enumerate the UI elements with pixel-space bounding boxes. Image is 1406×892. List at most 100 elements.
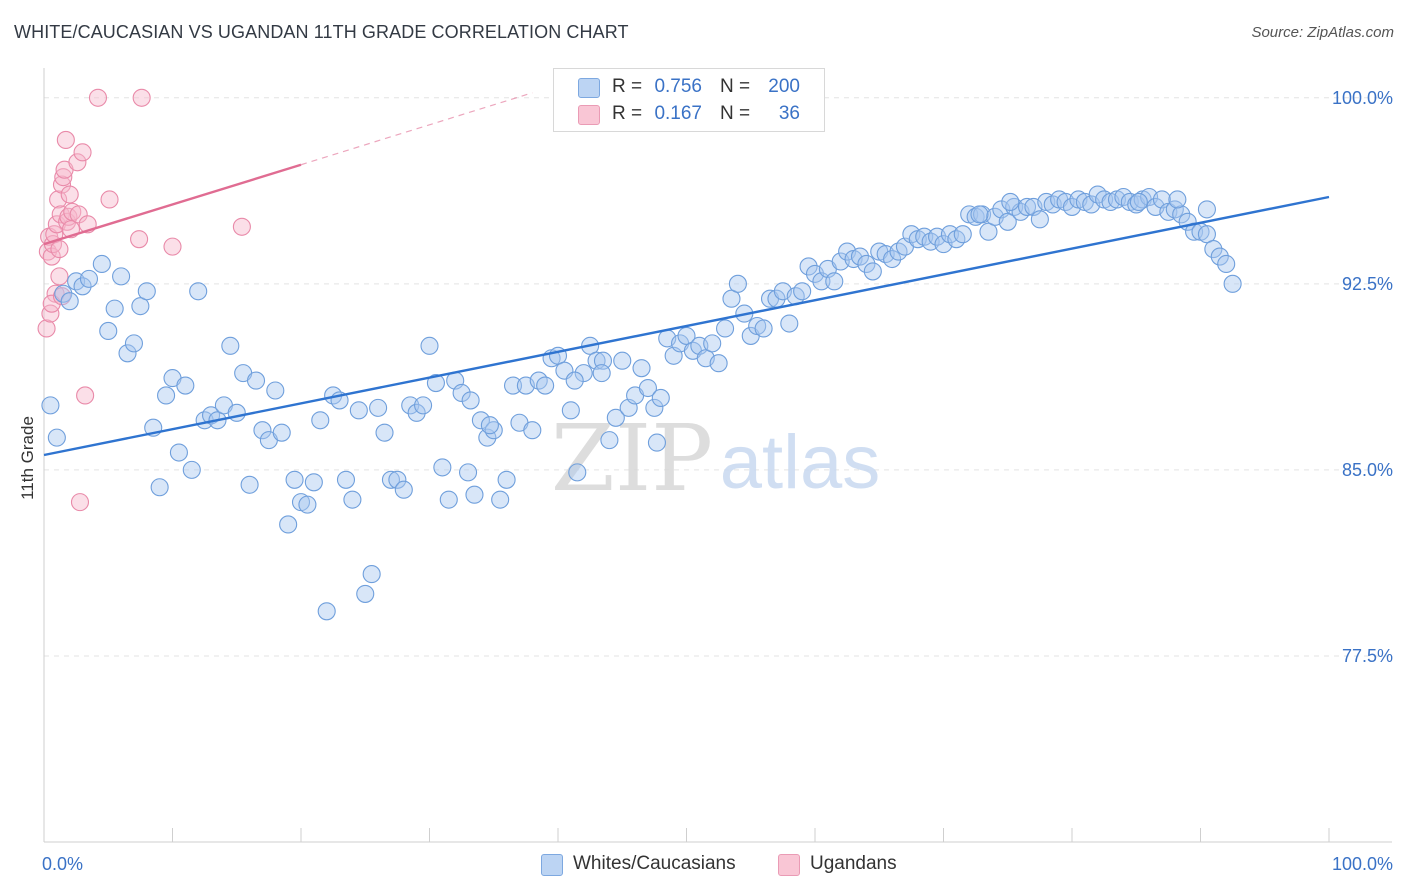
- data-point-whites: [536, 376, 555, 395]
- trend-lines: [43, 92, 1330, 457]
- data-point-whites: [240, 475, 259, 494]
- data-point-whites: [227, 403, 246, 422]
- data-point-whites: [131, 297, 150, 316]
- data-point-ugandans: [132, 88, 151, 107]
- data-point-whites: [793, 282, 812, 301]
- legend-r-value: 0.756: [654, 76, 702, 97]
- data-point-whites: [60, 292, 79, 311]
- data-point-whites: [471, 411, 490, 430]
- series-legend: Whites/Caucasians Ugandans: [0, 852, 1406, 878]
- legend-swatch-blue: [578, 78, 600, 98]
- y-tick-label: 100.0%: [1332, 88, 1393, 108]
- data-point-ugandans: [76, 386, 95, 405]
- data-point-whites: [433, 458, 452, 477]
- data-point-ugandans: [69, 205, 88, 224]
- data-point-whites: [221, 336, 240, 355]
- data-point-whites: [375, 423, 394, 442]
- data-point-whites: [388, 470, 407, 489]
- data-point-whites: [124, 334, 143, 353]
- data-point-ugandans: [37, 319, 56, 338]
- data-point-whites: [780, 314, 799, 333]
- legend-n-label: N =: [720, 103, 751, 124]
- axes: [43, 68, 1392, 843]
- legend-n-value: 36: [778, 103, 800, 124]
- data-point-whites: [407, 403, 426, 422]
- data-point-whites: [574, 364, 593, 383]
- data-point-whites: [1129, 192, 1148, 212]
- data-point-whites: [722, 289, 741, 308]
- data-point-whites: [503, 376, 523, 395]
- data-point-whites: [565, 371, 584, 390]
- data-point-whites: [754, 319, 773, 338]
- source-credit: Source: ZipAtlas.com: [1251, 24, 1394, 41]
- legend-swatch-pink: [578, 105, 600, 125]
- trend-line-whites: [43, 195, 1330, 457]
- data-point-ugandans: [41, 304, 60, 323]
- data-point-whites: [47, 428, 66, 447]
- data-point-whites: [73, 277, 92, 296]
- y-axis-title: 11th Grade: [18, 416, 37, 500]
- data-point-whites: [246, 371, 266, 390]
- data-point-whites: [439, 490, 458, 509]
- data-point-whites: [799, 257, 818, 276]
- data-point-ugandans: [163, 237, 182, 256]
- data-point-whites: [343, 490, 362, 509]
- data-point-ugandans: [73, 143, 92, 162]
- data-point-whites: [401, 396, 420, 415]
- data-point-ugandans: [232, 217, 251, 236]
- data-point-whites: [561, 401, 580, 420]
- data-point-whites: [150, 478, 169, 497]
- legend-row-whites: R = 0.756 N = 200: [554, 74, 824, 100]
- watermark-zip: ZIP: [551, 405, 713, 512]
- data-point-whites: [1197, 200, 1216, 219]
- data-point-whites: [369, 398, 388, 417]
- data-point-whites: [182, 460, 201, 479]
- data-point-whites: [54, 284, 73, 303]
- legend-swatch-pink: [778, 854, 800, 876]
- data-point-ugandans: [50, 267, 69, 286]
- data-point-whites: [465, 485, 484, 504]
- data-point-whites: [632, 359, 651, 378]
- data-point-whites: [1217, 254, 1236, 274]
- data-point-whites: [298, 495, 317, 514]
- data-point-ugandans: [70, 493, 90, 512]
- data-point-whites: [79, 269, 99, 288]
- data-point-whites: [1172, 205, 1191, 224]
- data-point-whites: [362, 565, 381, 584]
- data-point-whites: [461, 391, 480, 410]
- data-point-whites: [336, 470, 356, 489]
- data-point-whites: [253, 421, 272, 440]
- correlation-legend: R = 0.756 N = 200 R = 0.167 N = 36: [553, 68, 825, 132]
- data-point-whites: [647, 433, 666, 452]
- data-point-ugandans: [42, 294, 61, 313]
- data-point-whites: [645, 398, 664, 417]
- data-point-ugandans: [100, 190, 119, 209]
- data-point-whites: [381, 470, 401, 489]
- data-point-whites: [394, 480, 413, 499]
- data-point-whites: [189, 282, 208, 301]
- data-point-whites: [285, 470, 304, 489]
- data-point-whites: [863, 262, 882, 281]
- data-point-whites: [568, 463, 587, 482]
- data-point-whites: [850, 247, 870, 266]
- data-point-whites: [157, 386, 176, 405]
- legend-r-label: R =: [612, 76, 643, 97]
- data-point-whites: [311, 411, 330, 430]
- data-point-whites: [677, 326, 696, 345]
- chart-title: WHITE/CAUCASIAN VS UGANDAN 11TH GRADE CO…: [14, 22, 629, 42]
- data-point-whites: [480, 416, 499, 435]
- trend-extension-ugandans: [300, 92, 533, 166]
- data-point-whites: [606, 408, 625, 427]
- legend-n-label: N =: [720, 76, 751, 97]
- data-point-whites: [99, 321, 118, 341]
- data-point-whites: [452, 383, 471, 403]
- data-point-whites: [118, 344, 137, 363]
- watermark-atlas: atlas: [720, 420, 881, 505]
- data-point-whites: [279, 515, 298, 534]
- y-tick-label: 77.5%: [1342, 646, 1393, 666]
- data-point-whites: [857, 254, 876, 274]
- legend-label-ugandans: Ugandans: [810, 853, 897, 874]
- data-point-whites: [1168, 190, 1187, 209]
- data-point-whites: [1001, 192, 1020, 212]
